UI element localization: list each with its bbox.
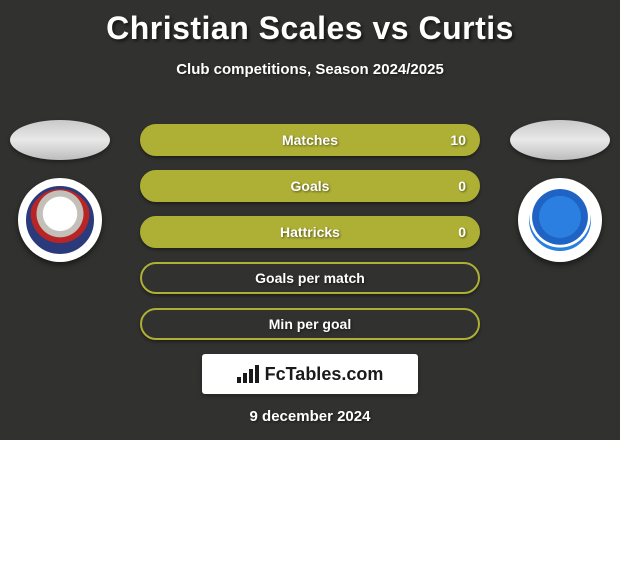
brand-text: FcTables.com — [265, 364, 384, 385]
club-badge-right — [518, 178, 602, 262]
player-photo-right — [510, 120, 610, 160]
bar-chart-icon — [237, 365, 259, 383]
club-badge-right-graphic — [526, 186, 594, 254]
stat-rows: Matches 10 Goals 0 Hattricks 0 Goals per… — [140, 124, 480, 354]
stat-value-right: 10 — [450, 132, 466, 148]
snapshot-date: 9 december 2024 — [250, 408, 371, 425]
comparison-card: Christian Scales vs Curtis Club competit… — [0, 0, 620, 440]
stat-label: Min per goal — [269, 316, 351, 332]
stat-row-hattricks: Hattricks 0 — [140, 216, 480, 248]
page-title: Christian Scales vs Curtis — [0, 0, 620, 47]
stat-row-goals-per-match: Goals per match — [140, 262, 480, 294]
brand-badge: FcTables.com — [202, 354, 418, 394]
club-badge-left — [18, 178, 102, 262]
stat-label: Goals per match — [255, 270, 365, 286]
subtitle: Club competitions, Season 2024/2025 — [0, 61, 620, 78]
stat-label: Goals — [291, 178, 330, 194]
stat-row-min-per-goal: Min per goal — [140, 308, 480, 340]
stat-row-goals: Goals 0 — [140, 170, 480, 202]
player-photo-left — [10, 120, 110, 160]
stat-value-right: 0 — [458, 224, 466, 240]
stat-label: Matches — [282, 132, 338, 148]
stat-label: Hattricks — [280, 224, 340, 240]
club-badge-left-graphic — [26, 186, 94, 254]
stat-row-matches: Matches 10 — [140, 124, 480, 156]
stat-value-right: 0 — [458, 178, 466, 194]
